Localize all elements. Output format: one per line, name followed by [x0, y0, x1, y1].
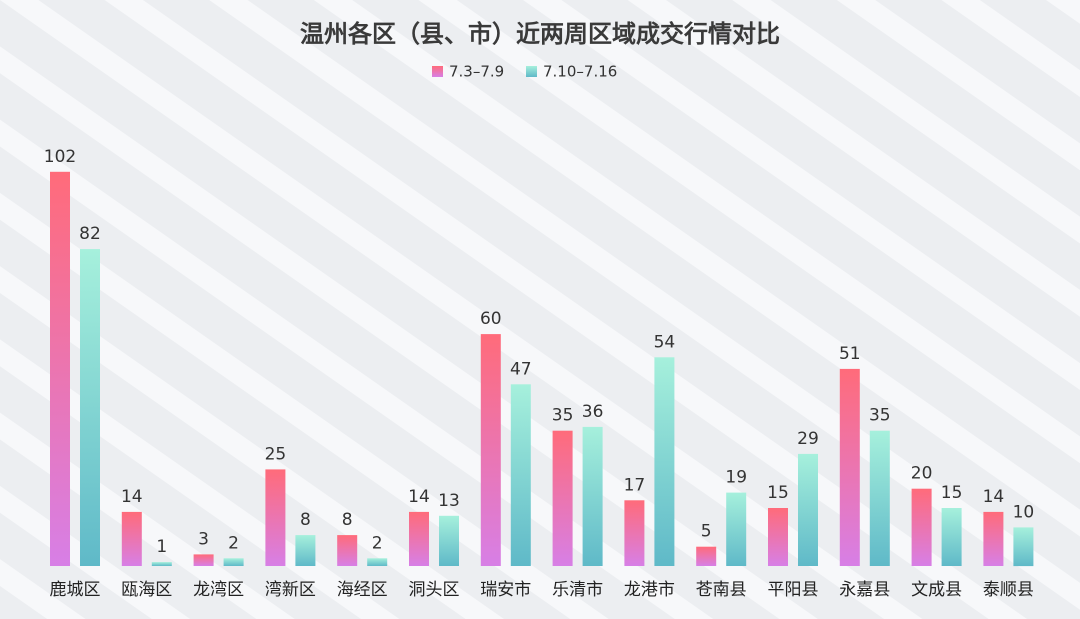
value-label-2-苍南县: 19: [725, 468, 747, 488]
bar-2-乐清市: [582, 426, 603, 566]
legend-swatch-series-2: [526, 66, 537, 77]
bar-2-鹿城区: [80, 249, 100, 566]
bar-2-洞头区: [439, 515, 459, 566]
value-label-1-鹿城区: 102: [44, 147, 76, 167]
value-label-2-瑞安市: 47: [510, 359, 532, 379]
value-label-1-龙港市: 17: [624, 475, 646, 495]
bar-1-龙湾区: [193, 554, 214, 566]
bar-1-湾新区: [265, 469, 286, 566]
bar-1-鹿城区: [50, 171, 70, 567]
legend-label-series-2: 7.10–7.16: [543, 63, 617, 81]
value-label-1-瑞安市: 60: [480, 309, 502, 329]
value-label-2-泰顺县: 10: [1013, 502, 1035, 522]
bar-1-洞头区: [409, 511, 429, 566]
bar-2-永嘉县: [869, 430, 890, 566]
category-label-龙湾区: 龙湾区: [193, 580, 244, 600]
category-label-苍南县: 苍南县: [696, 580, 747, 600]
bar-2-泰顺县: [1013, 527, 1034, 567]
value-label-1-乐清市: 35: [552, 406, 574, 426]
bar-1-泰顺县: [983, 511, 1004, 566]
value-label-2-乐清市: 36: [582, 402, 604, 422]
value-label-1-龙湾区: 3: [198, 529, 209, 549]
category-label-鹿城区: 鹿城区: [50, 580, 101, 600]
value-label-1-湾新区: 25: [265, 444, 287, 464]
category-label-平阳县: 平阳县: [768, 580, 819, 600]
value-label-2-湾新区: 8: [300, 510, 311, 530]
value-label-2-龙湾区: 2: [228, 533, 239, 553]
category-label-泰顺县: 泰顺县: [983, 580, 1034, 600]
bar-1-瑞安市: [480, 334, 501, 566]
bar-2-龙港市: [654, 357, 675, 566]
category-label-文成县: 文成县: [911, 580, 962, 600]
bar-2-瑞安市: [510, 384, 531, 566]
bar-1-文成县: [911, 488, 932, 566]
legend-label-series-1: 7.3–7.9: [449, 63, 504, 81]
bar-2-龙湾区: [223, 558, 244, 566]
bar-1-平阳县: [768, 508, 788, 566]
value-label-1-文成县: 20: [911, 464, 933, 484]
value-label-1-海经区: 8: [342, 510, 353, 530]
value-label-2-平阳县: 29: [797, 429, 819, 449]
category-label-洞头区: 洞头区: [409, 580, 460, 600]
value-label-1-瓯海区: 14: [121, 487, 143, 507]
legend-swatch-series-1: [432, 66, 443, 77]
bar-1-龙港市: [624, 500, 645, 566]
bar-1-乐清市: [552, 430, 573, 566]
value-label-2-文成县: 15: [941, 483, 963, 503]
bar-2-苍南县: [726, 492, 747, 566]
value-label-1-泰顺县: 14: [983, 487, 1005, 507]
value-label-2-瓯海区: 1: [156, 537, 167, 557]
bar-1-苍南县: [696, 546, 717, 566]
bar-2-湾新区: [295, 535, 316, 566]
bar-1-瓯海区: [121, 511, 142, 566]
bar-2-文成县: [941, 508, 962, 566]
bars-group: [50, 171, 1034, 567]
value-label-2-永嘉县: 35: [869, 406, 891, 426]
legend: 7.3–7.9 7.10–7.16: [432, 63, 617, 81]
value-label-1-洞头区: 14: [408, 487, 430, 507]
value-label-2-海经区: 2: [372, 533, 383, 553]
value-label-2-龙港市: 54: [654, 332, 676, 352]
bar-2-平阳县: [798, 453, 818, 566]
bar-2-海经区: [367, 558, 388, 566]
category-label-乐清市: 乐清市: [552, 580, 603, 600]
category-label-永嘉县: 永嘉县: [839, 580, 890, 600]
chart-title: 温州各区（县、市）近两周区域成交行情对比: [300, 20, 780, 48]
bar-1-永嘉县: [839, 368, 860, 566]
category-label-瑞安市: 瑞安市: [480, 580, 531, 600]
category-label-湾新区: 湾新区: [265, 580, 316, 600]
category-label-海经区: 海经区: [337, 580, 388, 600]
value-label-1-平阳县: 15: [767, 483, 789, 503]
category-label-瓯海区: 瓯海区: [121, 580, 172, 600]
value-label-1-苍南县: 5: [701, 522, 712, 542]
value-label-1-永嘉县: 51: [839, 344, 861, 364]
bar-1-海经区: [337, 535, 358, 566]
category-label-龙港市: 龙港市: [624, 580, 675, 600]
value-label-2-鹿城区: 82: [79, 224, 101, 244]
category-labels-group: 鹿城区 瓯海区 龙湾区 湾新区 海经区 洞头区 瑞安市 乐清市 龙港市 苍南县 平阳县 永嘉县 文成县 泰…: [50, 580, 1034, 600]
value-label-2-洞头区: 13: [438, 491, 460, 511]
bar-2-瓯海区: [151, 562, 172, 566]
